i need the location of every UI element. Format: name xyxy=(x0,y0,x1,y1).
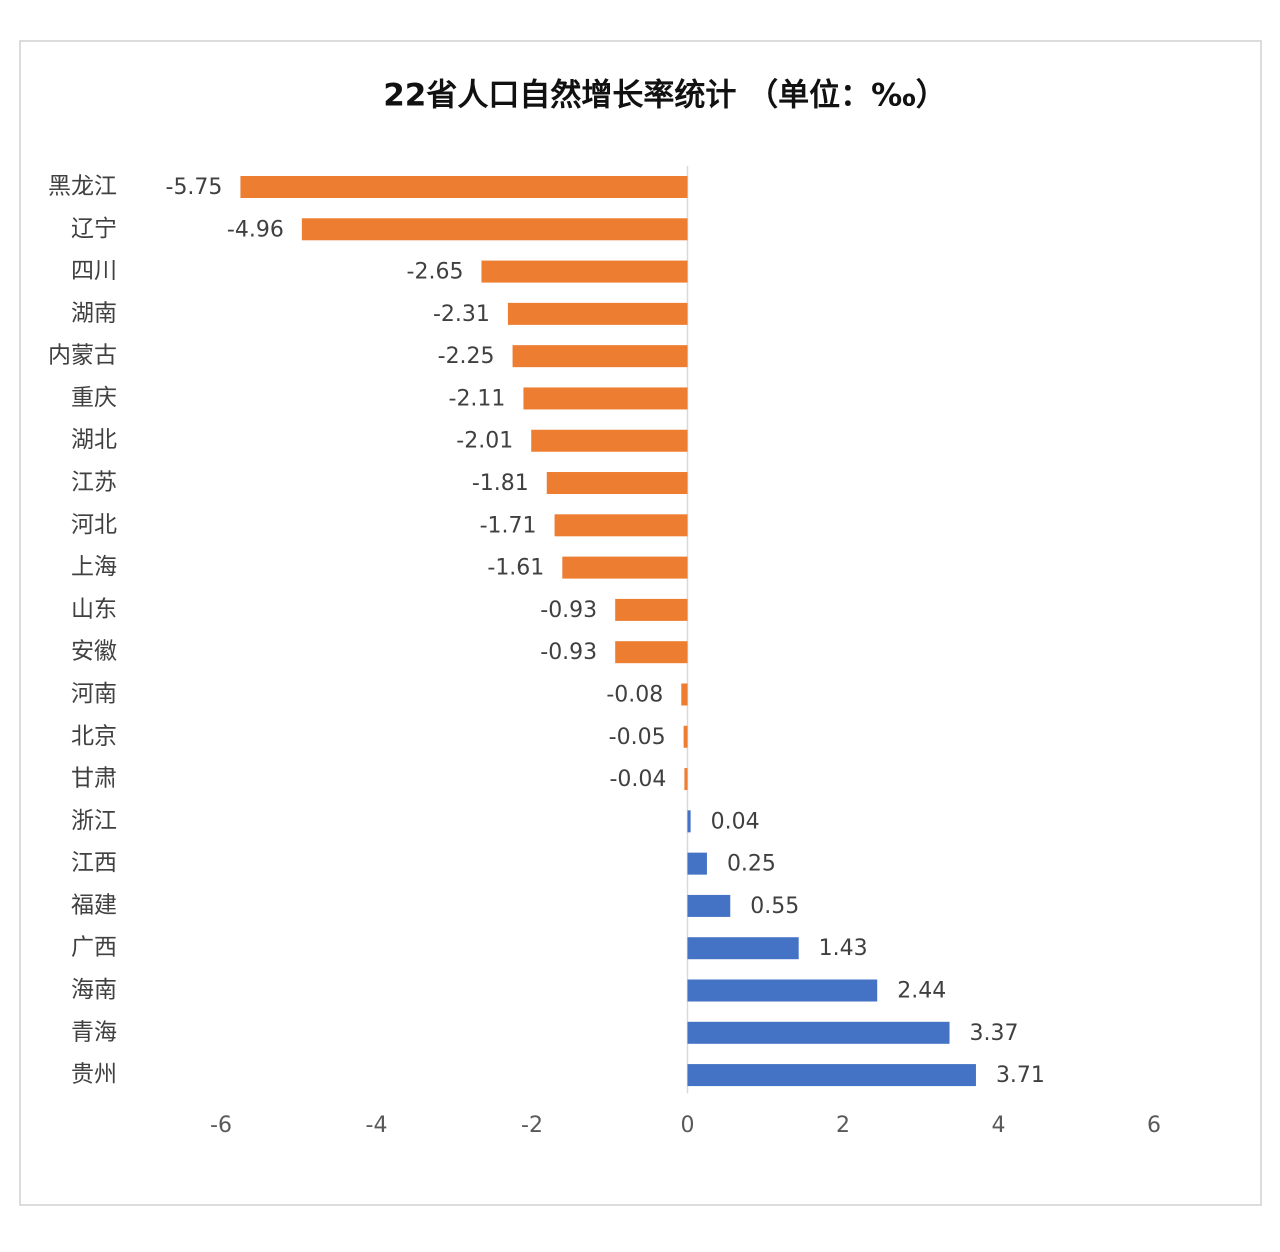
bar xyxy=(301,218,688,241)
bar xyxy=(687,1064,976,1087)
x-tick-label: -2 xyxy=(521,1113,543,1138)
bar xyxy=(687,937,799,960)
bar xyxy=(687,894,731,917)
bar xyxy=(240,176,688,198)
x-tick-label: -4 xyxy=(366,1113,388,1138)
bar xyxy=(687,1021,950,1044)
x-tick-label: 0 xyxy=(681,1113,695,1138)
bar xyxy=(546,472,688,495)
data-label: -2.11 xyxy=(449,386,506,411)
y-tick-label: 安徽 xyxy=(71,639,117,665)
data-label: -2.01 xyxy=(456,429,513,454)
y-tick-label: 河南 xyxy=(71,681,117,707)
data-label: -0.04 xyxy=(609,767,666,792)
bar xyxy=(615,641,688,664)
y-tick-label: 浙江 xyxy=(71,808,117,834)
bar xyxy=(507,302,688,325)
y-tick-label: 四川 xyxy=(71,258,117,284)
data-label: -0.93 xyxy=(540,640,597,665)
data-label: -1.81 xyxy=(472,471,529,496)
y-tick-label: 山东 xyxy=(71,596,117,622)
y-tick-label: 黑龙江 xyxy=(48,174,117,200)
data-label: -5.75 xyxy=(166,175,223,200)
data-label: 0.04 xyxy=(711,809,760,834)
data-label: 1.43 xyxy=(819,936,868,961)
data-label: 0.25 xyxy=(727,852,776,877)
y-tick-label: 贵州 xyxy=(71,1062,117,1088)
y-tick-label: 江西 xyxy=(71,850,117,876)
data-label: -0.05 xyxy=(609,725,666,750)
data-label: 2.44 xyxy=(897,979,946,1004)
bar xyxy=(684,768,688,791)
data-label: 3.71 xyxy=(996,1063,1045,1088)
bar xyxy=(615,598,688,621)
data-label: -4.96 xyxy=(227,217,284,242)
data-label: -0.93 xyxy=(540,598,597,623)
bar xyxy=(554,514,688,537)
data-label: -2.31 xyxy=(433,302,490,327)
x-tick-label: 6 xyxy=(1147,1113,1161,1138)
y-tick-label: 福建 xyxy=(71,892,117,918)
y-tick-label: 广西 xyxy=(71,935,117,961)
bar xyxy=(562,556,688,579)
y-tick-label: 湖北 xyxy=(71,427,117,453)
x-tick-label: -6 xyxy=(210,1113,232,1138)
x-tick-label: 2 xyxy=(836,1113,850,1138)
y-tick-label: 北京 xyxy=(71,723,117,749)
y-tick-label: 河北 xyxy=(71,512,117,538)
chart-title: 22省人口自然增长率统计 （单位：‰） xyxy=(383,78,947,114)
data-label: -1.61 xyxy=(487,556,544,581)
bar xyxy=(687,810,691,833)
bar xyxy=(481,260,688,283)
bar xyxy=(523,387,688,410)
bar xyxy=(687,979,878,1002)
y-tick-label: 辽宁 xyxy=(71,216,117,242)
bar xyxy=(531,429,688,452)
y-tick-label: 湖南 xyxy=(71,300,117,326)
data-label: -1.71 xyxy=(480,513,537,538)
bar xyxy=(512,345,688,368)
y-tick-label: 青海 xyxy=(71,1019,117,1045)
y-tick-label: 内蒙古 xyxy=(48,343,117,369)
data-label: 0.55 xyxy=(750,894,799,919)
x-tick-label: 4 xyxy=(992,1113,1006,1138)
bar xyxy=(681,683,688,706)
bar xyxy=(687,852,707,875)
y-tick-label: 上海 xyxy=(71,554,117,580)
data-label: 3.37 xyxy=(970,1021,1019,1046)
chart-border xyxy=(19,40,1262,1206)
y-tick-label: 海南 xyxy=(71,977,117,1003)
bar xyxy=(683,725,688,748)
data-label: -2.65 xyxy=(407,260,464,285)
y-tick-label: 重庆 xyxy=(71,385,117,411)
y-tick-label: 江苏 xyxy=(71,470,117,496)
y-tick-label: 甘肃 xyxy=(71,766,117,792)
data-label: -2.25 xyxy=(438,344,495,369)
data-label: -0.08 xyxy=(606,682,663,707)
